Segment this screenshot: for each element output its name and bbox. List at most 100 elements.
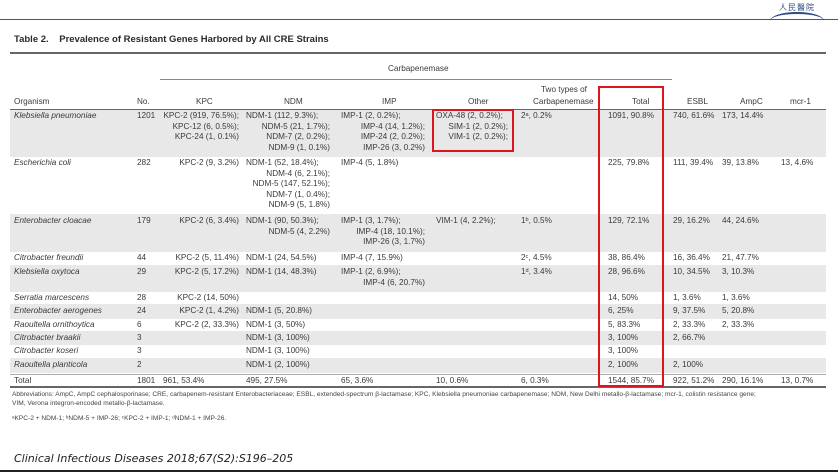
total-row-kpc: 961, 53.4%: [163, 376, 205, 385]
imp-gene-entry: IMP-1 (2, 6.9%);: [341, 267, 401, 276]
isolate-count: 6: [137, 320, 142, 329]
row-shading: [10, 358, 826, 373]
imp-gene-entry: IMP-4 (6, 20.7%): [363, 277, 425, 287]
organism-name: Escherichia coli: [14, 158, 71, 167]
total-value: 2, 100%: [608, 360, 639, 369]
kpc-gene-entry: KPC-24 (1, 0.1%): [174, 132, 239, 141]
imp-gene-entry: IMP-1 (3, 1.7%);: [341, 216, 401, 225]
table-title-text: Prevalence of Resistant Genes Harbored b…: [59, 34, 329, 45]
total-value: 129, 72.1%: [608, 216, 650, 225]
total-column-highlight-box: [598, 86, 664, 387]
ndm-gene-entry: NDM-1 (5, 20.8%): [246, 306, 312, 315]
kpc-gene-entry: KPC-2 (5, 11.4%): [175, 253, 239, 262]
total-value: 14, 50%: [608, 293, 639, 302]
isolate-count: 29: [137, 267, 147, 276]
header-imp: IMP: [382, 97, 397, 106]
kpc-gene-entry: KPC-2 (14, 50%): [177, 293, 239, 302]
ndm-gene-entry: NDM-9 (5, 1.8%): [268, 200, 330, 209]
logo-arc-icon: [770, 12, 824, 30]
ampc-value: 5, 20.8%: [722, 306, 755, 315]
other-column-highlight-box: [432, 109, 514, 152]
ndm-gene-entry: NDM-7 (2, 0.2%);: [266, 132, 330, 141]
isolate-count: 2: [137, 360, 142, 369]
organism-name: Enterobacter aerogenes: [14, 306, 102, 315]
total-value: 225, 79.8%: [608, 158, 650, 167]
kpc-gene-entry: KPC-12 (6, 0.5%);: [172, 121, 239, 131]
ampc-value: 21, 47.7%: [722, 253, 759, 262]
esbl-value: 2, 66.7%: [673, 333, 706, 342]
ndm-gene-entry: NDM-7 (1, 0.4%);: [266, 189, 330, 199]
ndm-gene-entry: NDM-4 (6, 2.1%);: [266, 168, 330, 178]
total-row-total: 1544, 85.7%: [608, 376, 654, 385]
header-organism: Organism: [14, 97, 50, 106]
esbl-value: 111, 39.4%: [673, 158, 714, 167]
footnote-combinations: ᵃKPC-2 + NDM-1; ᵇNDM-5 + IMP-26; ᶜKPC-2 …: [12, 415, 227, 422]
isolate-count: 24: [137, 306, 147, 315]
esbl-value: 9, 37.5%: [673, 306, 706, 315]
isolate-count: 3: [137, 333, 142, 342]
total-row-imp: 65, 3.6%: [341, 376, 374, 385]
table-number: Table 2.: [14, 34, 49, 45]
ndm-gene-entry: NDM-1 (112, 9.3%);: [246, 111, 319, 120]
ampc-value: 44, 24.6%: [722, 216, 759, 225]
total-value: 38, 86.4%: [608, 253, 645, 262]
esbl-value: 10, 34.5%: [673, 267, 710, 276]
ndm-gene-entry: NDM-1 (3, 100%): [246, 333, 310, 342]
ndm-gene-entry: NDM-5 (147, 52.1%);: [252, 179, 330, 188]
isolate-count: 44: [137, 253, 147, 262]
top-border-line: [0, 19, 838, 20]
ndm-gene-entry: NDM-5 (4, 2.2%): [268, 226, 330, 236]
other-gene-entry: OXA-48 (2, 0.2%);: [436, 111, 503, 120]
total-value: 6, 25%: [608, 306, 634, 315]
header-other: Other: [468, 97, 489, 106]
header-no: No.: [137, 97, 150, 106]
esbl-value: 2, 33.3%: [673, 320, 706, 329]
total-top-rule: [10, 374, 826, 375]
footnote-abbreviations: Abbreviations: AmpC, AmpC cephalosporina…: [12, 391, 756, 398]
carbapenemase-group-rule: [160, 79, 672, 80]
other-gene-entry: VIM-1 (4, 2.2%);: [436, 216, 496, 225]
kpc-gene-entry: KPC-2 (2, 33.3%): [174, 320, 239, 329]
table-top-rule: [10, 52, 826, 54]
imp-gene-entry: IMP-4 (5, 1.8%): [341, 158, 399, 167]
ndm-gene-entry: NDM-5 (21, 1.7%);: [261, 121, 330, 131]
isolate-count: 282: [137, 158, 151, 167]
header-two-types-line1: Two types of: [541, 85, 587, 94]
row-shading: [10, 265, 826, 292]
bottom-border-line: [0, 470, 838, 472]
total-row-esbl: 922, 51.2%: [673, 376, 715, 385]
header-mcr: mcr-1: [790, 97, 811, 106]
ampc-value: 39, 13.8%: [722, 158, 759, 167]
ndm-gene-entry: NDM-1 (3, 100%): [246, 346, 310, 355]
isolate-count: 3: [137, 346, 142, 355]
imp-gene-entry: IMP-1 (2, 0.2%);: [341, 111, 401, 120]
organism-name: Raoultella planticola: [14, 360, 88, 369]
total-row-mcr: 13, 0.7%: [781, 376, 814, 385]
organism-name: Citrobacter freundii: [14, 253, 84, 262]
kpc-gene-entry: KPC-2 (9, 3.2%): [179, 158, 239, 167]
kpc-gene-entry: KPC-2 (919, 76.5%);: [163, 111, 239, 120]
imp-gene-entry: IMP-4 (7, 15.9%): [341, 253, 403, 262]
header-total: Total: [632, 97, 650, 106]
esbl-value: 1, 3.6%: [673, 293, 701, 302]
two-value: 1ᵇ, 0.5%: [521, 216, 552, 225]
imp-gene-entry: IMP-4 (18, 10.1%);: [356, 226, 425, 236]
table-bottom-rule: [10, 386, 826, 388]
ndm-gene-entry: NDM-1 (24, 54.5%): [246, 253, 317, 262]
organism-name: Enterobacter cloacae: [14, 216, 92, 225]
other-gene-entry: SIM-1 (2, 0.2%);: [448, 121, 508, 131]
header-kpc: KPC: [196, 97, 213, 106]
organism-name: Raoultella ornithoytica: [14, 320, 95, 329]
esbl-value: 29, 16.2%: [673, 216, 710, 225]
total-row-ndm: 495, 27.5%: [246, 376, 288, 385]
total-row-two: 6, 0.3%: [521, 376, 549, 385]
total-row-organism: Total: [14, 376, 32, 385]
ampc-value: 1, 3.6%: [722, 293, 750, 302]
imp-gene-entry: IMP-24 (2, 0.2%);: [360, 132, 425, 141]
table-title: Table 2. Prevalence of Resistant Genes H…: [14, 34, 329, 45]
ndm-gene-entry: NDM-9 (1, 0.1%): [268, 142, 330, 152]
isolate-count: 1201: [137, 111, 156, 120]
header-two-types-line2: Carbapenemase: [533, 97, 594, 106]
esbl-value: 2, 100%: [673, 360, 704, 369]
header-ndm: NDM: [284, 97, 303, 106]
